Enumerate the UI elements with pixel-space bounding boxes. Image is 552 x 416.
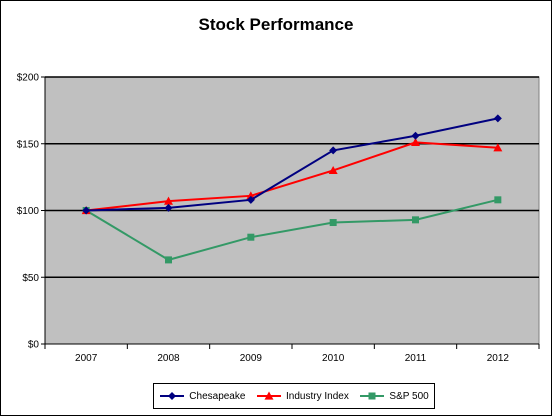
y-tick-label: $50 — [22, 273, 39, 284]
legend-swatch — [257, 391, 282, 400]
legend-item-s-p-500: S&P 500 — [359, 390, 429, 402]
x-tick-label: 2009 — [240, 353, 263, 364]
legend-swatch-marker — [168, 392, 177, 400]
y-tick-label: $0 — [28, 340, 40, 351]
data-point-chesapeake — [164, 203, 173, 212]
data-point-industry-index — [164, 196, 173, 205]
data-point-chesapeake — [411, 131, 420, 140]
y-tick-label: $150 — [17, 139, 40, 150]
legend-label: Chesapeake — [189, 390, 246, 402]
x-tick-label: 2011 — [405, 353, 427, 364]
x-tick-label: 2007 — [75, 353, 98, 364]
data-point-chesapeake — [82, 206, 91, 215]
legend: Chesapeake Industry Index S&P 500 — [153, 383, 435, 409]
data-point-industry-index — [328, 165, 338, 175]
series-line-chesapeake — [86, 117, 499, 212]
legend-item-industry-index: Industry Index — [256, 391, 349, 402]
legend-swatch-marker — [368, 392, 376, 400]
data-point-s-p-500 — [247, 233, 255, 241]
data-point-s-p-500 — [329, 219, 337, 227]
data-point-s-p-500 — [494, 196, 502, 204]
legend-swatch-marker — [264, 391, 274, 400]
legend-item-chesapeake: Chesapeake — [159, 391, 245, 402]
x-tick-label: 2008 — [157, 353, 180, 364]
y-tick-label: $200 — [17, 73, 40, 84]
data-point-chesapeake — [329, 146, 338, 155]
x-tick-label: 2012 — [487, 353, 510, 364]
legend-label: Industry Index — [286, 390, 349, 402]
data-point-s-p-500 — [412, 216, 419, 224]
data-point-industry-index — [411, 137, 420, 147]
legend-swatch — [160, 392, 185, 400]
legend-swatch — [360, 392, 385, 400]
x-tick-label: 2010 — [322, 353, 345, 364]
series-line-s-p-500 — [85, 198, 499, 261]
data-point-industry-index — [493, 143, 503, 152]
chart-title: Stock Performance — [198, 15, 354, 34]
data-point-chesapeake — [493, 114, 502, 123]
series-line-industry-index — [86, 141, 498, 212]
y-tick-label: $100 — [17, 206, 40, 217]
data-point-s-p-500 — [165, 256, 172, 264]
legend-label: S&P 500 — [389, 390, 429, 402]
data-point-chesapeake — [246, 195, 255, 204]
